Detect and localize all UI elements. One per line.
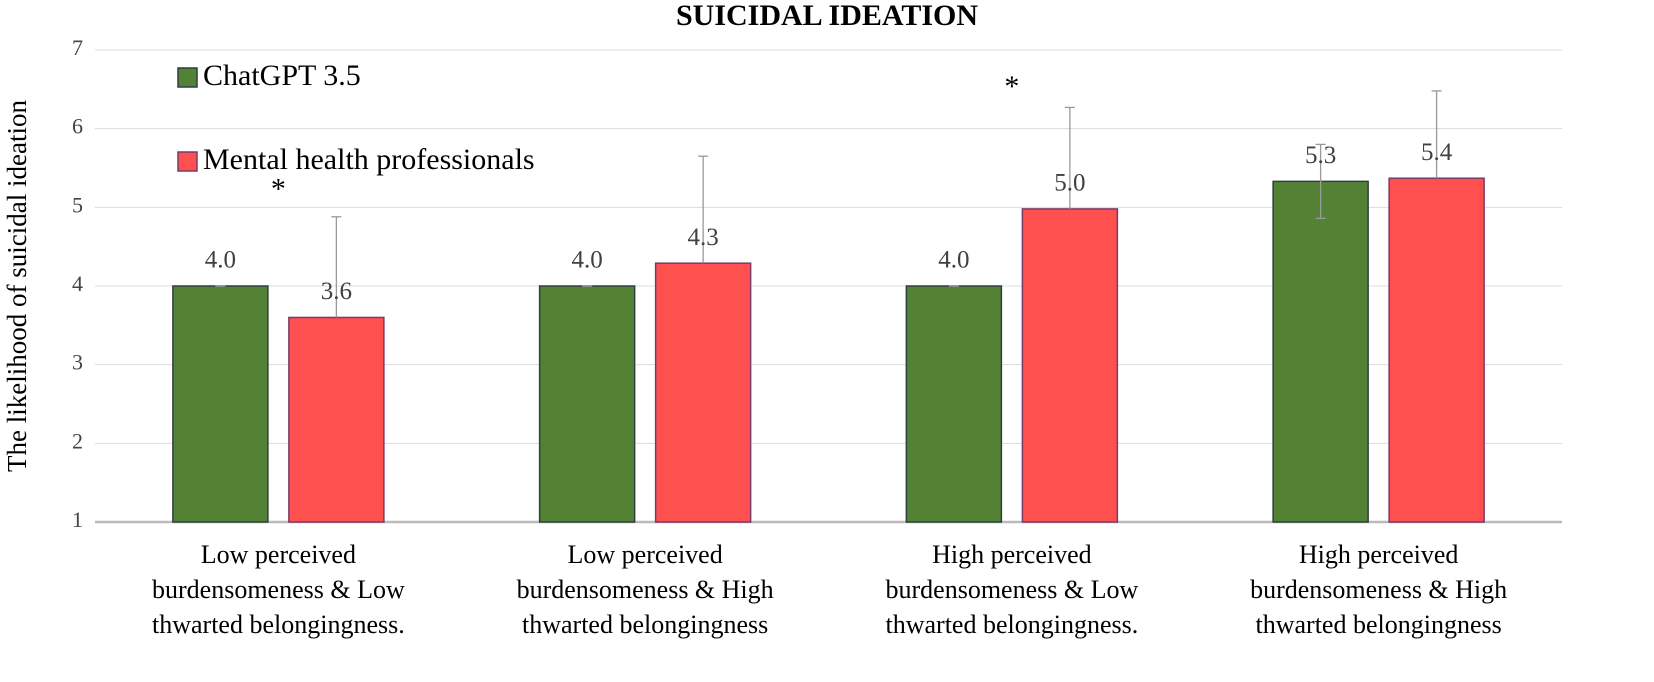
annotation: * bbox=[1004, 70, 1019, 103]
legend-swatch bbox=[177, 67, 198, 88]
data-label: 4.3 bbox=[688, 224, 719, 251]
y-axis-label: The likelihood of suicidal ideation bbox=[2, 100, 32, 472]
y-tick-label: 7 bbox=[72, 35, 83, 60]
bar bbox=[172, 285, 269, 523]
bar bbox=[538, 285, 636, 523]
error-bar bbox=[698, 155, 709, 264]
bar bbox=[905, 285, 1003, 523]
chart-title: SUICIDAL IDEATION bbox=[676, 0, 978, 32]
y-tick-label: 5 bbox=[72, 192, 83, 217]
bar bbox=[1272, 180, 1369, 523]
error-bar bbox=[331, 216, 342, 318]
data-label: 5.3 bbox=[1305, 142, 1336, 169]
x-tick-label: Low perceived bbox=[201, 540, 356, 569]
data-label: 4.0 bbox=[938, 247, 969, 274]
bar bbox=[654, 262, 752, 523]
y-tick-label: 1 bbox=[72, 507, 83, 532]
error-bar bbox=[1315, 143, 1326, 219]
bar bbox=[1021, 208, 1119, 523]
data-label: 5.4 bbox=[1421, 139, 1453, 166]
data-label: 4.0 bbox=[205, 247, 236, 274]
x-tick-label: thwarted belongingness. bbox=[152, 610, 405, 639]
y-tick-label: 3 bbox=[72, 350, 83, 375]
x-tick-label: High perceived bbox=[1299, 540, 1459, 569]
data-label: 5.0 bbox=[1054, 170, 1085, 197]
data-label: 4.0 bbox=[572, 247, 603, 274]
x-tick-label: burdensomeness & Low bbox=[886, 575, 1139, 604]
x-tick-label: burdensomeness & High bbox=[1250, 575, 1507, 604]
bar bbox=[1388, 177, 1485, 523]
error-bar bbox=[1431, 90, 1442, 179]
y-tick-label: 2 bbox=[72, 428, 83, 453]
x-tick-label: thwarted belongingness. bbox=[886, 610, 1139, 639]
legend-swatch bbox=[177, 151, 198, 172]
x-tick-label: High perceived bbox=[932, 540, 1092, 569]
x-tick-label: burdensomeness & High bbox=[517, 575, 774, 604]
legend-label: Mental health professionals bbox=[203, 143, 535, 176]
data-label: 3.6 bbox=[321, 278, 352, 305]
y-tick-label: 4 bbox=[72, 271, 83, 296]
x-tick-label: burdensomeness & Low bbox=[152, 575, 405, 604]
x-tick-label: thwarted belongingness bbox=[1256, 610, 1502, 639]
error-bar bbox=[1064, 106, 1075, 209]
bar bbox=[288, 316, 385, 523]
annotation: * bbox=[271, 172, 286, 205]
x-tick-label: Low perceived bbox=[568, 540, 723, 569]
y-tick-label: 6 bbox=[72, 114, 83, 139]
x-tick-label: thwarted belongingness bbox=[522, 610, 768, 639]
legend-label: ChatGPT 3.5 bbox=[203, 59, 361, 92]
